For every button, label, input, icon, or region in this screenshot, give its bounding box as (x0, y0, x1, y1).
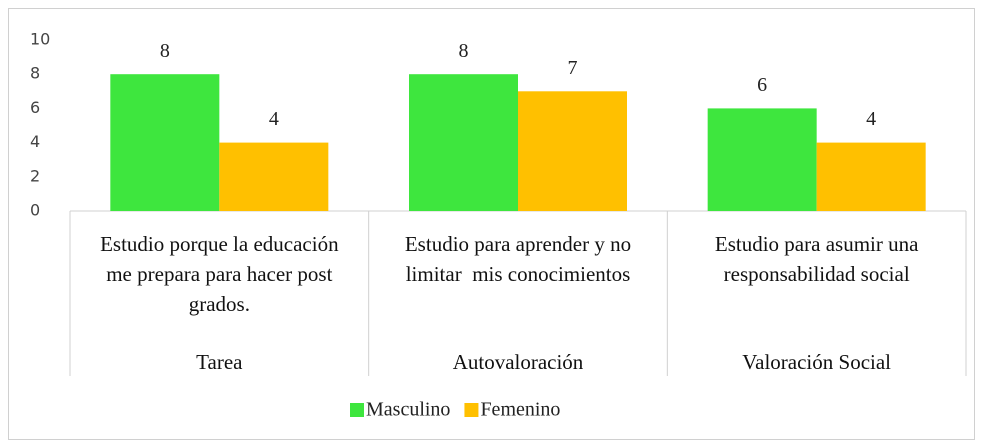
group-label: Autovaloración (452, 350, 584, 374)
bar (219, 142, 329, 211)
bar (816, 142, 926, 211)
category-label: Estudio porque la educación me prepara p… (100, 232, 344, 316)
y-tick-label: 0 (30, 201, 40, 220)
legend-label: Femenino (480, 399, 560, 421)
bar (110, 74, 220, 211)
y-tick-label: 4 (30, 132, 40, 151)
data-label: 8 (459, 40, 469, 62)
y-tick-label: 10 (30, 30, 50, 49)
bar (707, 108, 817, 211)
legend-swatch (464, 403, 479, 417)
chart-border (8, 8, 975, 440)
data-label: 6 (757, 74, 767, 96)
data-label: 7 (568, 57, 578, 79)
data-label: 8 (160, 40, 170, 62)
data-label: 4 (866, 108, 876, 130)
category-label: Estudio para aprender y no limitar mis c… (404, 232, 637, 286)
legend-swatch (350, 403, 364, 417)
legend-label: Masculino (366, 399, 450, 421)
group-label: Tarea (196, 350, 243, 374)
bar (518, 91, 627, 211)
y-tick-label: 2 (30, 166, 40, 185)
y-tick-label: 8 (30, 64, 40, 83)
bar (409, 74, 518, 211)
data-label: 4 (269, 108, 279, 130)
category-label: Estudio para asumir una responsabilidad … (714, 232, 924, 286)
y-tick-label: 6 (30, 98, 40, 117)
group-label: Valoración Social (742, 350, 891, 374)
